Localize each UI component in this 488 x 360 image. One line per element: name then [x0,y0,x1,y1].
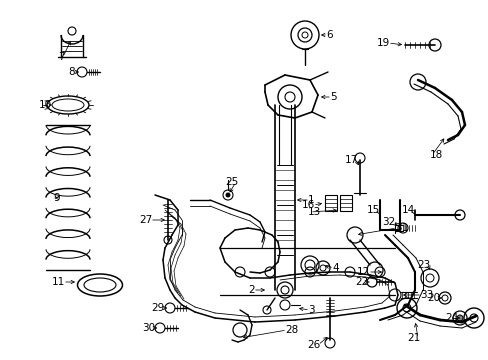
Text: 29: 29 [151,303,164,313]
Text: 31: 31 [394,223,407,233]
Text: 19: 19 [376,38,389,48]
Text: 3: 3 [307,305,314,315]
Text: 27: 27 [139,215,152,225]
Text: 9: 9 [53,193,60,203]
Text: 18: 18 [429,150,442,160]
Text: 20: 20 [426,293,439,303]
Bar [339,195,351,211]
Text: 11: 11 [52,277,65,287]
Text: 12: 12 [356,267,369,277]
Text: 10: 10 [39,100,52,110]
Text: 4: 4 [331,263,338,273]
Text: 22: 22 [354,277,367,287]
Text: 21: 21 [406,333,419,343]
Text: 16: 16 [301,200,314,210]
Text: 25: 25 [224,177,238,187]
Text: 17: 17 [344,155,357,165]
Text: 13: 13 [307,207,321,217]
Text: 28: 28 [285,325,298,335]
Circle shape [225,193,229,197]
Text: 1: 1 [307,195,314,205]
Text: 32: 32 [381,217,394,227]
Text: 6: 6 [325,30,332,40]
Circle shape [456,315,462,321]
Text: 26: 26 [306,340,319,350]
Text: 24: 24 [444,313,457,323]
Text: 30: 30 [142,323,155,333]
Text: 8: 8 [68,67,75,77]
Text: 14: 14 [401,205,414,215]
Text: 2: 2 [248,285,254,295]
Bar [325,195,336,211]
Text: 33: 33 [419,290,432,300]
Text: 23: 23 [416,260,429,270]
Text: 5: 5 [329,92,336,102]
Text: 7: 7 [58,52,65,62]
Text: 15: 15 [366,205,379,215]
